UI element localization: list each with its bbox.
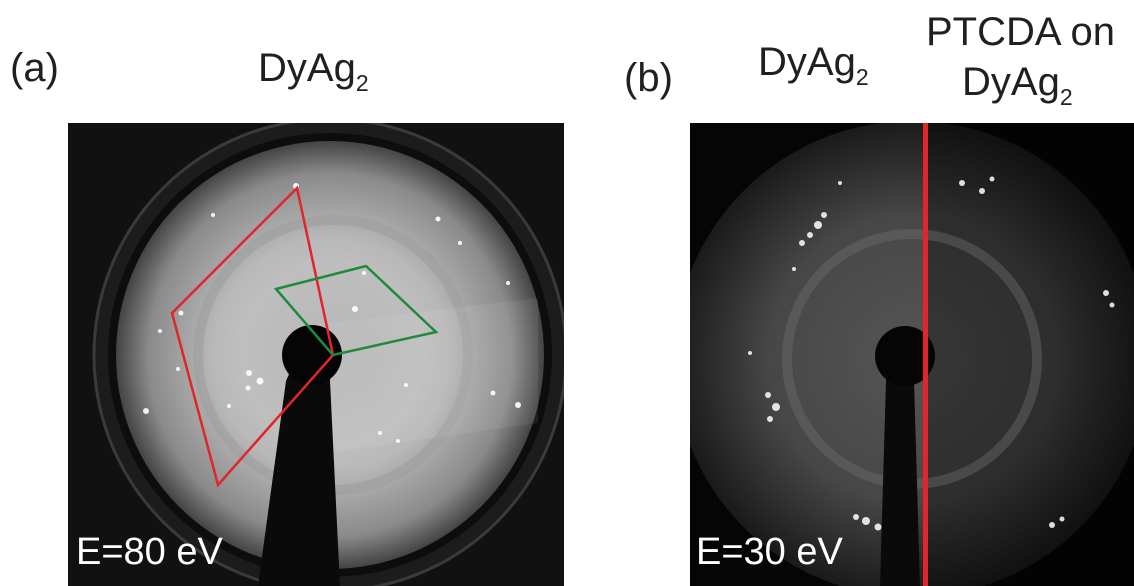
leed-image-b: E=30 eV	[690, 123, 1134, 586]
energy-label-a: E=80 eV	[76, 533, 223, 571]
panel-b-left-title-sub: 2	[856, 64, 869, 90]
panel-b-right-title-base: DyAg	[962, 60, 1060, 104]
split-divider-line	[923, 123, 928, 586]
leed-image-b-svg	[690, 123, 1134, 586]
panel-b-right-title-line1: PTCDA on	[926, 12, 1115, 52]
energy-label-b: E=30 eV	[696, 533, 843, 571]
panel-a-letter: (a)	[10, 48, 59, 88]
leed-image-a-svg	[68, 123, 564, 586]
panel-a-title-sub: 2	[356, 70, 369, 96]
panel-b-right-title-sub: 2	[1060, 84, 1073, 110]
panel-a-title-base: DyAg	[258, 46, 356, 90]
panel-a-title: DyAg2	[258, 48, 369, 88]
panel-b-letter: (b)	[624, 58, 673, 98]
leed-image-a: E=80 eV	[68, 123, 564, 586]
panel-b-left-title-base: DyAg	[758, 40, 856, 84]
panel-b-left-title: DyAg2	[758, 42, 869, 82]
panel-b-right-title-line2: DyAg2	[962, 62, 1073, 102]
